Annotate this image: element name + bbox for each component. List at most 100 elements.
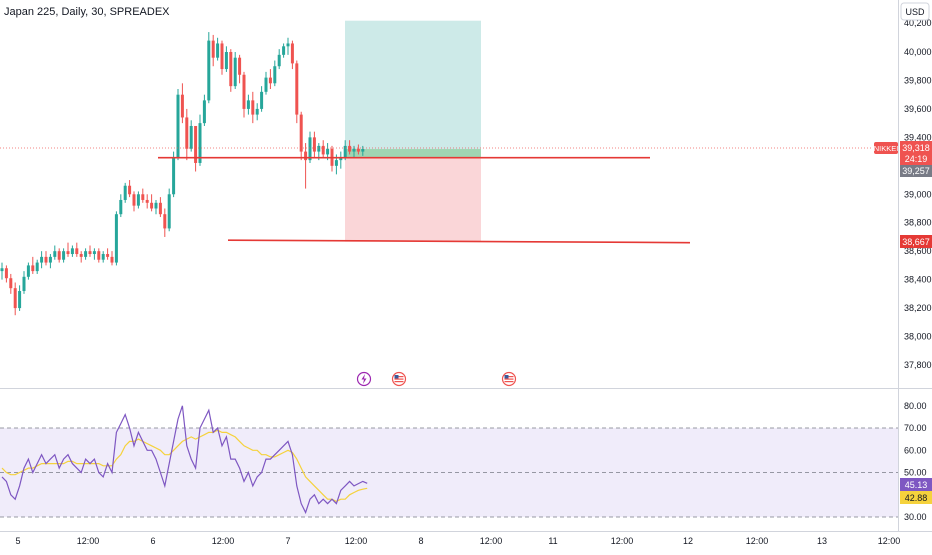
candle [57, 248, 61, 263]
candle [330, 145, 334, 172]
candle [229, 49, 233, 92]
candle [128, 180, 132, 198]
candle [101, 251, 105, 263]
time-tick-label: 13 [817, 536, 827, 546]
price-tick-label: 38,000 [904, 332, 932, 342]
price-tick-label: 37,800 [904, 360, 932, 370]
candle [273, 60, 277, 87]
candle [356, 144, 360, 155]
svg-text:42.88: 42.88 [905, 493, 928, 503]
svg-text:USD: USD [905, 7, 925, 17]
price-tick-label: 38,600 [904, 246, 932, 256]
price-tick-label: 38,800 [904, 218, 932, 228]
candle [167, 188, 171, 232]
candle [141, 188, 145, 203]
candle [348, 140, 352, 155]
candle [70, 245, 74, 257]
loss-zone[interactable] [345, 157, 481, 242]
price-tick-label: 39,800 [904, 75, 932, 85]
candle [185, 108, 189, 161]
candle [194, 125, 198, 172]
time-tick-label: 7 [285, 536, 290, 546]
events-row[interactable] [356, 371, 517, 387]
candle [4, 265, 8, 283]
time-tick-label: 12:00 [77, 536, 100, 546]
rsi-ma-badge: 42.88 [900, 491, 932, 504]
candle [339, 151, 343, 169]
candle [88, 245, 92, 257]
candle [40, 251, 44, 269]
candle [220, 40, 224, 75]
candle [189, 120, 193, 152]
candle [123, 182, 127, 203]
candle [299, 111, 303, 161]
candle [216, 37, 220, 61]
trend-line-lower[interactable] [227, 239, 691, 244]
candle [361, 145, 365, 156]
currency-button[interactable]: USD [900, 2, 930, 21]
time-tick-label: 8 [418, 536, 423, 546]
candle [119, 194, 123, 218]
rsi-tick-label: 80.00 [904, 401, 927, 411]
candle [97, 248, 101, 263]
candle [84, 248, 88, 260]
price-tick-label: 40,200 [904, 18, 932, 28]
candle [0, 262, 4, 280]
candle [312, 131, 316, 158]
time-axis[interactable]: 5 12:00 6 12:00 7 12:00 8 12:00 11 12:00 12 12:00 13… [15, 536, 900, 546]
candle [268, 69, 272, 89]
flash-icon[interactable] [356, 371, 372, 387]
open-pnl-zone [345, 149, 481, 158]
candle [110, 251, 114, 266]
rsi-tick-label: 70.00 [904, 423, 927, 433]
svg-text:38,667: 38,667 [902, 237, 930, 247]
candle [224, 46, 228, 72]
rsi-axis[interactable]: 80.00 70.00 60.00 50.00 30.00 [904, 401, 927, 522]
rsi-pane[interactable] [0, 405, 898, 518]
candle [158, 197, 162, 218]
price-tick-label: 39,600 [904, 104, 932, 114]
trend-lines[interactable] [158, 156, 691, 244]
price-axis[interactable]: 40,000 39,800 39,600 39,400 39,000 38,800 38,6… [904, 18, 932, 370]
candle [304, 143, 308, 189]
candle [343, 140, 347, 161]
candle [290, 40, 294, 70]
candle [264, 71, 268, 95]
candles [0, 32, 365, 316]
time-tick-label: 11 [548, 536, 557, 546]
candle [106, 248, 110, 260]
candle [255, 103, 259, 121]
candle [66, 242, 70, 257]
time-tick-label: 12:00 [345, 536, 368, 546]
candle [207, 32, 211, 104]
candle [202, 94, 206, 126]
profit-zone[interactable] [345, 20, 481, 158]
time-tick-label: 12:00 [878, 536, 901, 546]
candle [282, 43, 286, 58]
candle [44, 251, 48, 266]
time-tick-label: 12:00 [611, 536, 634, 546]
us-flag-icon[interactable] [501, 371, 517, 387]
rsi-value-badge: 45.13 [900, 478, 932, 491]
candle [62, 248, 66, 263]
candle [79, 251, 83, 263]
prev-price-badge: 39,257 [900, 165, 932, 177]
chart-title: Japan 225, Daily, 30, SPREADEX [4, 6, 170, 18]
price-tick-label: 39,400 [904, 132, 932, 142]
svg-text:24:19: 24:19 [905, 154, 928, 164]
candle [321, 140, 325, 158]
candle [9, 273, 13, 294]
price-tick-label: 40,000 [904, 47, 932, 57]
position-zones[interactable] [345, 20, 481, 242]
candle [251, 91, 255, 124]
candle [242, 71, 246, 118]
time-tick-label: 12 [683, 536, 693, 546]
candle [75, 242, 79, 257]
symbol-tag[interactable]: NIKKEI [874, 142, 899, 154]
candle [211, 34, 215, 67]
time-tick-label: 12:00 [746, 536, 769, 546]
candle [246, 94, 250, 115]
candle [154, 199, 158, 215]
us-flag-icon[interactable] [391, 371, 407, 387]
